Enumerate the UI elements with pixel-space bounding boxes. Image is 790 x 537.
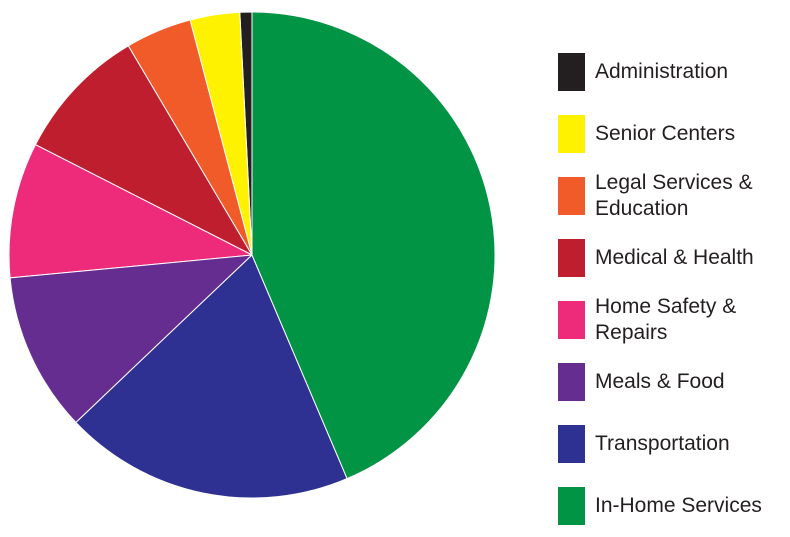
legend-label: Home Safety & Repairs <box>595 295 737 344</box>
legend-item: Legal Services & Education <box>558 165 790 227</box>
legend-item: Senior Centers <box>558 103 790 165</box>
legend-item: Medical & Health <box>558 227 790 289</box>
legend-swatch <box>558 239 585 277</box>
legend-swatch <box>558 363 585 401</box>
legend-label: Administration <box>595 60 729 83</box>
legend-swatch <box>558 487 585 525</box>
pie-slice <box>8 144 254 279</box>
pie-slice <box>34 45 254 257</box>
legend-item: Administration <box>558 41 790 103</box>
legend-item: Home Safety & Repairs <box>558 289 790 351</box>
legend-label: Transportation <box>595 432 730 455</box>
legend-swatch <box>558 53 585 91</box>
legend-swatch <box>558 115 585 153</box>
legend-swatch <box>558 425 585 463</box>
pie-slice <box>75 254 348 499</box>
legend-label: Legal Services & Education <box>595 171 753 220</box>
legend-item: In-Home Services <box>558 475 790 537</box>
legend-label: Meals & Food <box>595 370 725 393</box>
legend-swatch <box>558 301 585 339</box>
legend-item: Transportation <box>558 413 790 475</box>
legend-swatch <box>558 177 585 215</box>
chart: Administration Senior Centers Legal Servic… <box>8 11 762 525</box>
legend-label: In-Home Services <box>595 494 762 517</box>
legend: Administration Senior Centers Legal Servic… <box>558 41 790 537</box>
pie-slice <box>9 254 254 424</box>
legend-item: Meals & Food <box>558 351 790 413</box>
legend-label: Medical & Health <box>595 246 754 269</box>
pie-area <box>8 11 496 499</box>
legend-label: Senior Centers <box>595 122 736 145</box>
pie-slice <box>251 11 496 480</box>
